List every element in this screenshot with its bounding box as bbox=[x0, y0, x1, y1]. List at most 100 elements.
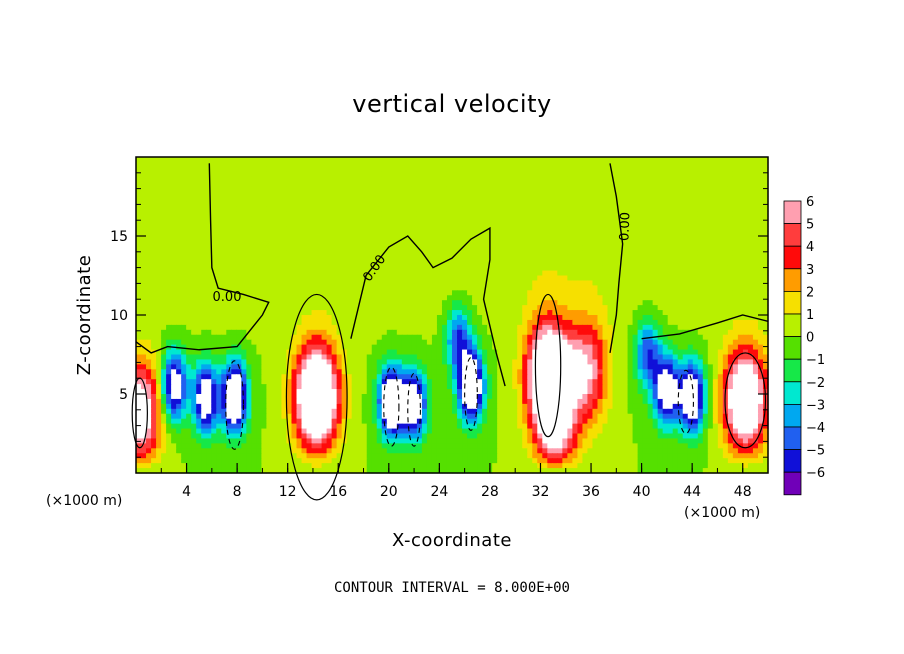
heatmap-cell bbox=[151, 161, 157, 168]
heatmap-cell bbox=[241, 221, 247, 227]
heatmap-cell bbox=[351, 221, 358, 227]
heatmap-cell bbox=[271, 300, 278, 306]
heatmap-cell bbox=[201, 329, 207, 336]
heatmap-cell bbox=[562, 295, 568, 301]
heatmap-cell bbox=[527, 290, 533, 296]
heatmap-cell bbox=[707, 181, 714, 188]
heatmap-cell bbox=[141, 255, 147, 262]
heatmap-cell bbox=[281, 176, 288, 183]
heatmap-cell bbox=[537, 319, 543, 326]
heatmap-cell bbox=[436, 226, 443, 232]
heatmap-cell bbox=[136, 221, 142, 227]
heatmap-cell bbox=[371, 280, 378, 286]
heatmap-cell bbox=[722, 181, 729, 188]
heatmap-cell bbox=[532, 211, 538, 217]
heatmap-cell bbox=[732, 285, 739, 291]
heatmap-cell bbox=[201, 344, 207, 351]
heatmap-cell bbox=[747, 181, 754, 188]
heatmap-cell bbox=[161, 176, 167, 183]
heatmap-cell bbox=[517, 324, 523, 331]
heatmap-cell bbox=[512, 310, 518, 316]
heatmap-cell bbox=[306, 236, 313, 242]
heatmap-cell bbox=[341, 290, 348, 296]
heatmap-cell bbox=[431, 255, 438, 262]
heatmap-cell bbox=[286, 161, 293, 168]
heatmap-cell bbox=[266, 265, 273, 272]
heatmap-cell bbox=[186, 186, 192, 193]
heatmap-cell bbox=[201, 290, 207, 296]
heatmap-cell bbox=[361, 349, 368, 356]
heatmap-cell bbox=[667, 300, 674, 306]
heatmap-cell bbox=[246, 166, 252, 173]
heatmap-cell bbox=[286, 171, 293, 178]
heatmap-cell bbox=[326, 280, 333, 286]
heatmap-cell bbox=[527, 344, 533, 351]
heatmap-cell bbox=[717, 201, 724, 207]
heatmap-cell bbox=[617, 211, 624, 217]
heatmap-cell bbox=[692, 329, 699, 336]
heatmap-cell bbox=[547, 290, 553, 296]
heatmap-cell bbox=[762, 171, 769, 178]
heatmap-cell bbox=[587, 344, 594, 351]
heatmap-cell bbox=[462, 270, 468, 277]
heatmap-cell bbox=[211, 250, 217, 257]
heatmap-cell bbox=[431, 191, 438, 198]
heatmap-cell bbox=[572, 270, 578, 277]
heatmap-cell bbox=[186, 240, 192, 247]
heatmap-cell bbox=[181, 300, 187, 306]
heatmap-cell bbox=[717, 260, 724, 267]
heatmap-cell bbox=[246, 275, 252, 282]
heatmap-cell bbox=[146, 270, 152, 277]
heatmap-cell bbox=[497, 206, 503, 212]
heatmap-cell bbox=[722, 211, 729, 217]
heatmap-cell bbox=[592, 290, 599, 296]
heatmap-cell bbox=[492, 181, 498, 188]
heatmap-cell bbox=[406, 334, 413, 341]
heatmap-cell bbox=[692, 201, 699, 207]
heatmap-cell bbox=[366, 157, 373, 163]
heatmap-cell bbox=[512, 265, 518, 272]
heatmap-cell bbox=[431, 319, 438, 326]
heatmap-cell bbox=[662, 161, 669, 168]
heatmap-cell bbox=[431, 157, 438, 163]
heatmap-cell bbox=[467, 319, 473, 326]
heatmap-cell bbox=[206, 290, 212, 296]
heatmap-cell bbox=[411, 324, 418, 331]
heatmap-cell bbox=[286, 334, 293, 341]
heatmap-cell bbox=[266, 176, 273, 183]
heatmap-cell bbox=[487, 305, 493, 311]
heatmap-cell bbox=[156, 275, 162, 282]
heatmap-cell bbox=[572, 265, 578, 272]
heatmap-cell bbox=[687, 290, 694, 296]
heatmap-cell bbox=[627, 270, 634, 277]
heatmap-cell bbox=[136, 226, 142, 232]
heatmap-cell bbox=[341, 250, 348, 257]
heatmap-cell bbox=[762, 270, 769, 277]
heatmap-cell bbox=[602, 270, 609, 277]
heatmap-cell bbox=[236, 265, 242, 272]
heatmap-cell bbox=[196, 206, 202, 212]
heatmap-cell bbox=[396, 329, 403, 336]
heatmap-cell bbox=[416, 181, 423, 188]
heatmap-cell bbox=[406, 231, 413, 237]
heatmap-cell bbox=[712, 196, 719, 203]
heatmap-cell bbox=[652, 265, 659, 272]
heatmap-cell bbox=[316, 270, 323, 277]
heatmap-cell bbox=[166, 231, 172, 237]
heatmap-cell bbox=[507, 310, 513, 316]
heatmap-cell bbox=[361, 275, 368, 282]
heatmap-cell bbox=[547, 344, 553, 351]
heatmap-cell bbox=[211, 161, 217, 168]
heatmap-cell bbox=[321, 245, 328, 252]
heatmap-cell bbox=[682, 157, 689, 163]
heatmap-cell bbox=[391, 196, 398, 203]
heatmap-cell bbox=[527, 349, 533, 356]
heatmap-cell bbox=[186, 157, 192, 163]
heatmap-cell bbox=[492, 315, 498, 321]
heatmap-cell bbox=[707, 324, 714, 331]
heatmap-cell bbox=[196, 315, 202, 321]
heatmap-cell bbox=[587, 275, 594, 282]
heatmap-cell bbox=[351, 191, 358, 198]
heatmap-cell bbox=[587, 171, 594, 178]
heatmap-cell bbox=[281, 236, 288, 242]
